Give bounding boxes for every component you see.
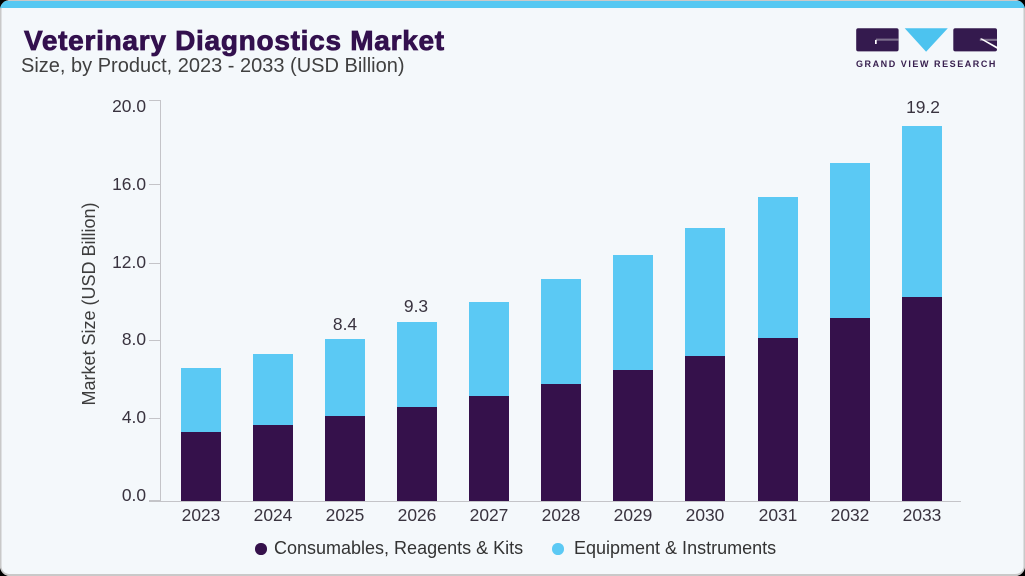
svg-text:GRAND VIEW RESEARCH: GRAND VIEW RESEARCH bbox=[856, 59, 997, 69]
